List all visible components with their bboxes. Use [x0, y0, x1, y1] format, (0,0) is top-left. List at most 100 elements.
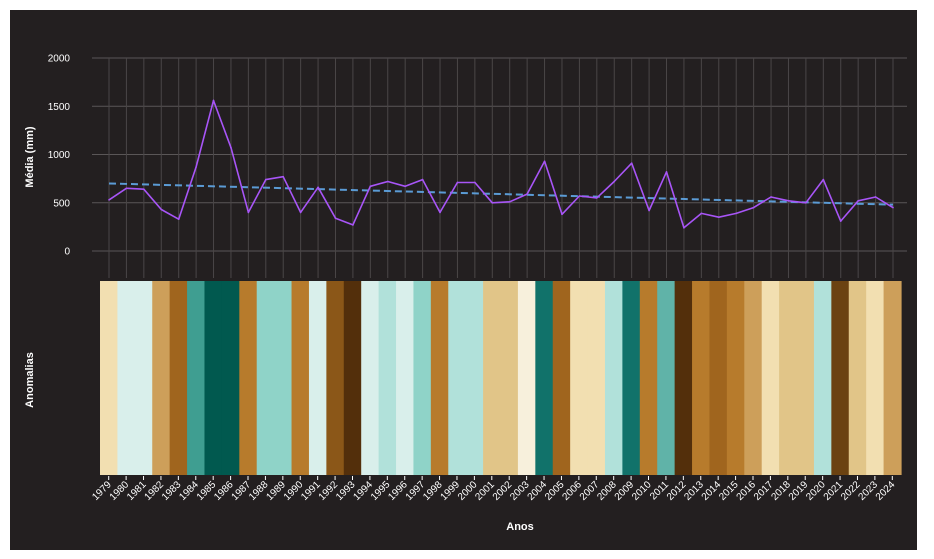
anomaly-stripe [483, 281, 502, 475]
anomaly-stripe [326, 281, 345, 475]
chart-svg: 0 500 1000 1500 2000 19791980198119821983198… [24, 54, 907, 533]
line-layer [108, 99, 894, 229]
data-point [805, 201, 807, 204]
data-point [543, 160, 546, 163]
y-tick-label: 1000 [48, 150, 71, 161]
anomaly-stripe [396, 281, 415, 475]
data-point [857, 200, 859, 202]
anomaly-stripe [117, 281, 136, 475]
data-point [317, 186, 319, 189]
data-point [578, 195, 581, 197]
data-point [108, 199, 110, 201]
anomaly-stripe [361, 281, 380, 475]
chart: 0 500 1000 1500 2000 1979 1980 1981 1982 1983 198… [10, 10, 917, 550]
anomaly-stripe [604, 281, 623, 475]
anomaly-stripe [639, 281, 658, 475]
grid [92, 57, 907, 278]
anomaly-stripe [169, 281, 188, 475]
anomaly-stripe [535, 281, 554, 475]
data-point [700, 212, 703, 215]
anomaly-stripe [308, 281, 327, 475]
data-point [822, 178, 825, 181]
data-point [474, 181, 476, 184]
data-point [160, 208, 163, 211]
y-tick-label: 2000 [48, 54, 71, 65]
anomaly-stripe [430, 281, 449, 475]
data-point [421, 178, 424, 181]
data-point [334, 217, 337, 219]
anomaly-stripe [274, 281, 293, 475]
data-point [282, 175, 285, 178]
y-tick-label: 500 [53, 198, 70, 209]
data-point [752, 206, 755, 209]
data-point [299, 211, 302, 214]
data-point [787, 200, 790, 202]
series-line [108, 99, 894, 229]
data-point [230, 146, 232, 149]
anomaly-stripe [187, 281, 206, 475]
data-point [143, 188, 145, 191]
anomaly-stripe [343, 281, 362, 475]
anomaly-stripe [726, 281, 745, 475]
data-point [212, 99, 215, 102]
data-point [735, 212, 737, 215]
anomaly-stripe [552, 281, 571, 475]
anomaly-stripe [100, 281, 119, 475]
data-point [369, 185, 372, 188]
anomaly-stripe [500, 281, 519, 475]
anomaly-stripe [465, 281, 484, 475]
anomaly-stripe [378, 281, 397, 475]
data-point [717, 216, 720, 219]
anomaly-stripe [587, 281, 606, 475]
data-point [195, 166, 197, 168]
anomaly-stripe [692, 281, 711, 475]
anomaly-stripe [744, 281, 763, 475]
anomaly-stripe [256, 281, 275, 475]
anomaly-stripe [674, 281, 693, 475]
data-point [247, 211, 250, 214]
anomaly-stripe [796, 281, 815, 475]
anomaly-stripe [848, 281, 867, 475]
stripes-axis-label: Anomalias [24, 352, 36, 408]
data-point [648, 209, 650, 212]
anomaly-stripe [413, 281, 432, 475]
data-point [456, 181, 459, 184]
y-axis-label: Média (mm) [24, 126, 36, 187]
x-tick-label: 2024 [874, 479, 898, 503]
x-ticks: 1979198019811982198319841985198619871988… [90, 476, 898, 503]
y-tick-label: 0 [64, 247, 70, 258]
anomaly-stripe [448, 281, 467, 475]
data-point [874, 196, 877, 198]
data-point [386, 180, 389, 183]
anomaly-stripe [883, 281, 902, 475]
data-point [352, 224, 354, 226]
anomaly-stripe [831, 281, 850, 475]
data-point [125, 187, 128, 190]
trend-line [108, 182, 894, 206]
data-point [491, 201, 494, 204]
anomaly-stripe [134, 281, 153, 475]
anomaly-stripe [570, 281, 589, 475]
data-point [404, 185, 406, 188]
data-point [561, 213, 563, 216]
anomaly-stripe [709, 281, 728, 475]
anomaly-stripe [622, 281, 641, 475]
anomaly-stripe [761, 281, 780, 475]
data-point [177, 218, 180, 220]
anomaly-stripe [204, 281, 223, 475]
anomaly-stripe [291, 281, 310, 475]
anomaly-stripe [152, 281, 171, 475]
anomaly-stripe [813, 281, 832, 475]
y-ticks: 0 500 1000 1500 2000 [48, 54, 71, 258]
data-point [508, 200, 511, 203]
anomaly-stripe [239, 281, 258, 475]
data-point [526, 193, 528, 195]
data-point [683, 227, 685, 229]
x-axis-label: Anos [506, 521, 534, 533]
anomaly-stripe [657, 281, 676, 475]
trend-layer [108, 182, 894, 206]
anomaly-stripe [779, 281, 798, 475]
data-point [665, 171, 668, 173]
data-point [596, 197, 598, 199]
data-point [439, 211, 441, 214]
